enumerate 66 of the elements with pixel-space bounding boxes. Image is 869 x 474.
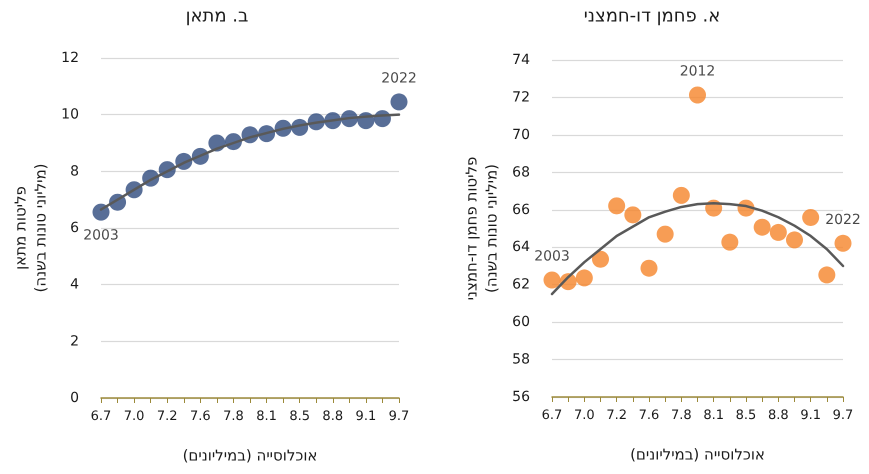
- point: [786, 231, 803, 248]
- point: [592, 250, 609, 268]
- y-tick-label: 4: [70, 276, 80, 293]
- x-axis-title: אוכלוסייה (במיליונים): [182, 446, 318, 464]
- y-tick-label: 10: [61, 106, 79, 123]
- point: [544, 271, 560, 288]
- x-tick-label: 8.5: [736, 408, 756, 423]
- point: [640, 260, 658, 277]
- y-tick-label: 58: [512, 352, 530, 368]
- point: [608, 197, 626, 214]
- x-tick-label: 9.1: [356, 409, 376, 424]
- y-tick-label: 8: [70, 163, 79, 180]
- y-tick-label: 2: [70, 333, 79, 350]
- annotation: 2012: [680, 64, 716, 80]
- x-tick-label: 9.7: [388, 409, 410, 424]
- x-tick-label: 8.8: [322, 409, 344, 424]
- annotation: 2022: [825, 212, 861, 228]
- x-tick-label: 9.7: [832, 408, 854, 423]
- point: [576, 269, 593, 286]
- x-tick-label: 7.0: [574, 408, 595, 423]
- x-tick-label: 7.6: [638, 408, 660, 423]
- y-tick-label: 60: [512, 314, 530, 330]
- x-tick-label: 7.6: [190, 409, 211, 424]
- y-tick-label: 66: [512, 202, 530, 218]
- x-tick-label: 7.2: [606, 408, 628, 423]
- x-tick-label: 8.5: [289, 409, 310, 424]
- y-tick-label: 56: [512, 389, 530, 405]
- point: [818, 266, 836, 284]
- point: [656, 226, 674, 243]
- point: [624, 206, 642, 224]
- y-tick-label: 64: [512, 239, 530, 256]
- point: [802, 208, 820, 226]
- x-tick-label: 7.8: [223, 409, 244, 424]
- y-tick-label: 62: [512, 276, 530, 293]
- x-tick-label: 7.8: [670, 408, 692, 423]
- x-tick-label: 9.1: [800, 408, 822, 423]
- y-tick-label: 72: [512, 89, 530, 106]
- chart-title: א. פחמן דו-חמצני: [584, 6, 720, 26]
- x-tick-label: 7.2: [156, 409, 178, 424]
- point: [92, 204, 110, 221]
- y-tick-label: 74: [512, 52, 530, 68]
- point: [721, 234, 738, 251]
- x-axis-title: אוכלוסייה (במיליונים): [630, 446, 765, 464]
- y-tick-label: 70: [512, 126, 530, 143]
- annotation: 2003: [534, 248, 570, 264]
- y-tick-label: 0: [70, 390, 79, 406]
- y-tick-label: 12: [61, 50, 79, 66]
- point: [689, 86, 706, 104]
- x-tick-label: 8.1: [256, 409, 277, 424]
- x-tick-label: 8.8: [768, 408, 789, 423]
- x-tick-label: 8.1: [703, 408, 724, 423]
- annotation: 2003: [83, 228, 119, 244]
- y-tick-label: 68: [512, 164, 530, 180]
- y-axis-title: פליטות מתאן (מיליוני טונות בשנה): [11, 164, 50, 292]
- x-tick-label: 6.7: [90, 409, 112, 424]
- point: [770, 224, 787, 241]
- point: [390, 93, 408, 110]
- y-tick-label: 6: [70, 220, 80, 236]
- annotation: 2022: [381, 70, 417, 86]
- chart-title: ב. מתאן: [186, 6, 248, 26]
- x-tick-label: 7.0: [124, 409, 144, 424]
- x-tick-label: 6.7: [542, 408, 562, 423]
- point: [672, 186, 690, 204]
- point: [754, 218, 771, 236]
- y-axis-title: פליטות פחמן דו-חמצני (מיליוני טונות בשנה): [462, 156, 500, 300]
- point: [834, 234, 852, 252]
